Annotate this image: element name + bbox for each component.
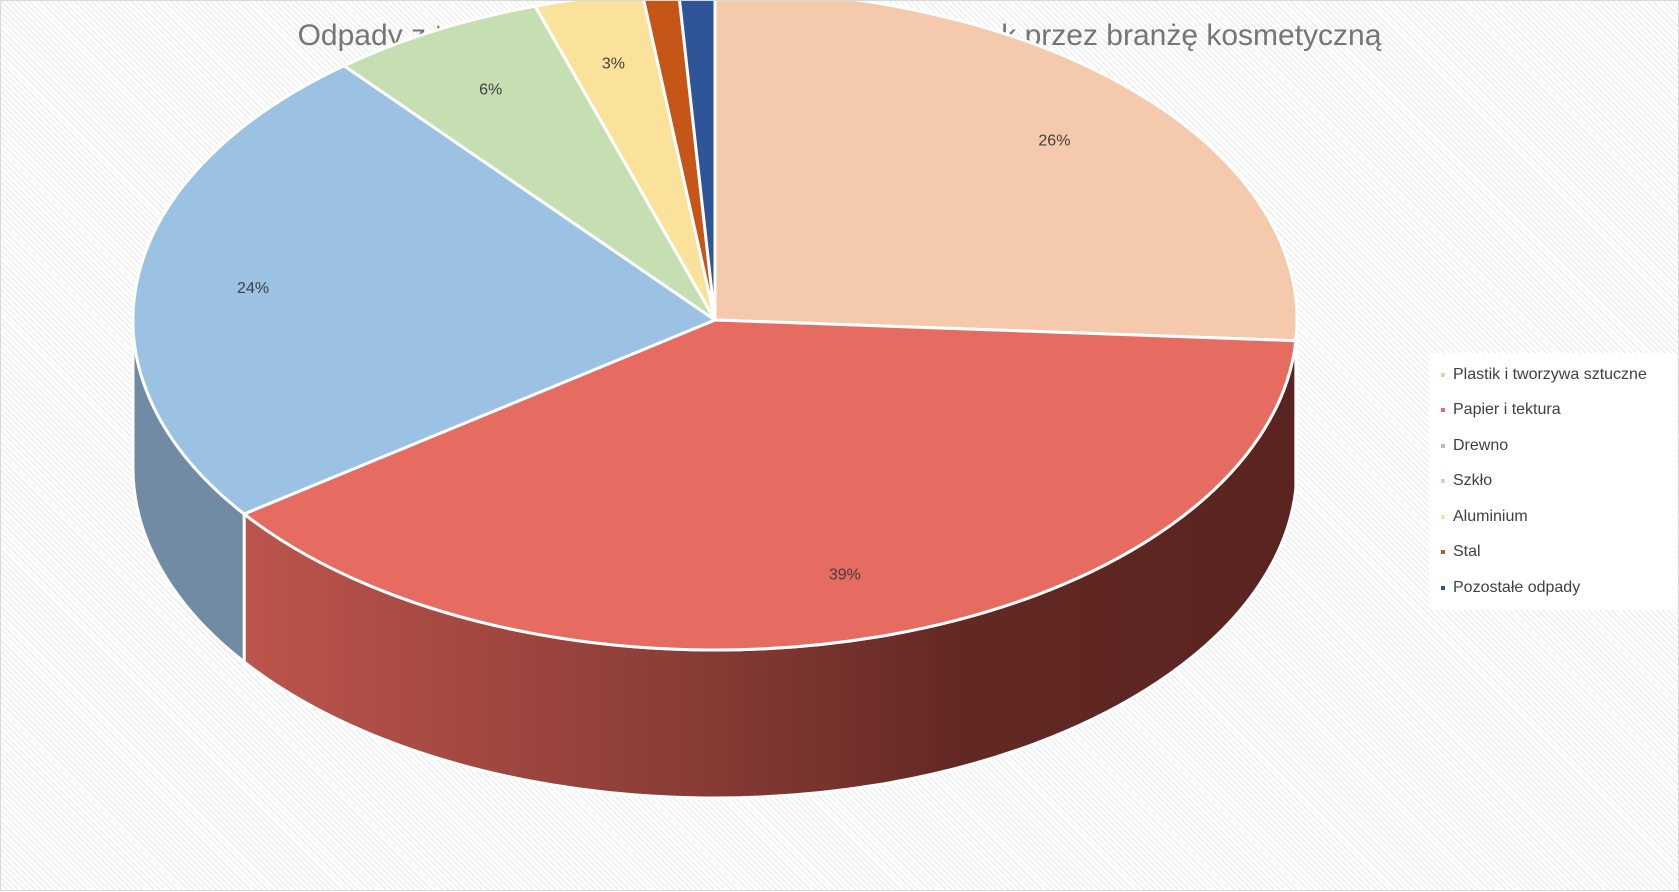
legend-label: Drewno [1453,436,1509,454]
legend-label: Plastik i tworzywa sztuczne [1453,365,1647,383]
legend-item-papier-i-tektura: Papier i tektura [1429,393,1677,429]
pie-slice-szklo[interactable] [342,4,717,322]
legend-swatch [1441,372,1445,377]
legend-item-stal: Stal [1429,535,1677,571]
legend: Plastik i tworzywa sztuczne Papier i tekt… [1429,353,1677,610]
legend-swatch [1441,408,1445,413]
legend-item-szklo: Szkło [1429,464,1677,500]
pie-slice-stal[interactable] [642,1,717,322]
data-label-drewno: 24% [237,280,269,297]
legend-label: Pozostałe odpady [1453,578,1581,596]
pie-labels-group: 26%39%24%6%3%1%1% [237,55,1070,584]
legend-label: Stal [1453,543,1481,561]
data-label-plastik-i-tworzywa-sztuczne: 26% [1038,132,1070,149]
pie-slice-papier-i-tektura[interactable] [242,318,1298,652]
legend-swatch [1441,443,1445,448]
legend-swatch [1441,479,1445,484]
legend-swatch [1441,550,1445,555]
pie-slice-aluminium[interactable] [533,1,717,322]
legend-label: Aluminium [1453,507,1528,525]
pie-slice-plastik-i-tworzywa-sztuczne[interactable] [713,1,1299,343]
legend-label: Szkło [1453,472,1493,490]
data-label-papier-i-tektura: 39% [829,567,861,584]
legend-item-drewno: Drewno [1429,428,1677,464]
pie-slice-drewno[interactable] [131,64,717,516]
pie-slice-pozostale-odpady[interactable] [678,1,717,322]
data-label-szklo: 6% [479,82,502,99]
legend-swatch [1441,514,1445,519]
legend-label: Papier i tektura [1453,401,1561,419]
data-label-aluminium: 3% [602,55,625,72]
legend-item-aluminium: Aluminium [1429,499,1677,535]
legend-item-plastik-i-tworzywa-sztuczne: Plastik i tworzywa sztuczne [1429,357,1677,393]
legend-swatch [1441,585,1445,590]
pie-top-group [131,1,1299,652]
legend-item-pozostale-odpady: Pozostałe odpady [1429,570,1677,606]
